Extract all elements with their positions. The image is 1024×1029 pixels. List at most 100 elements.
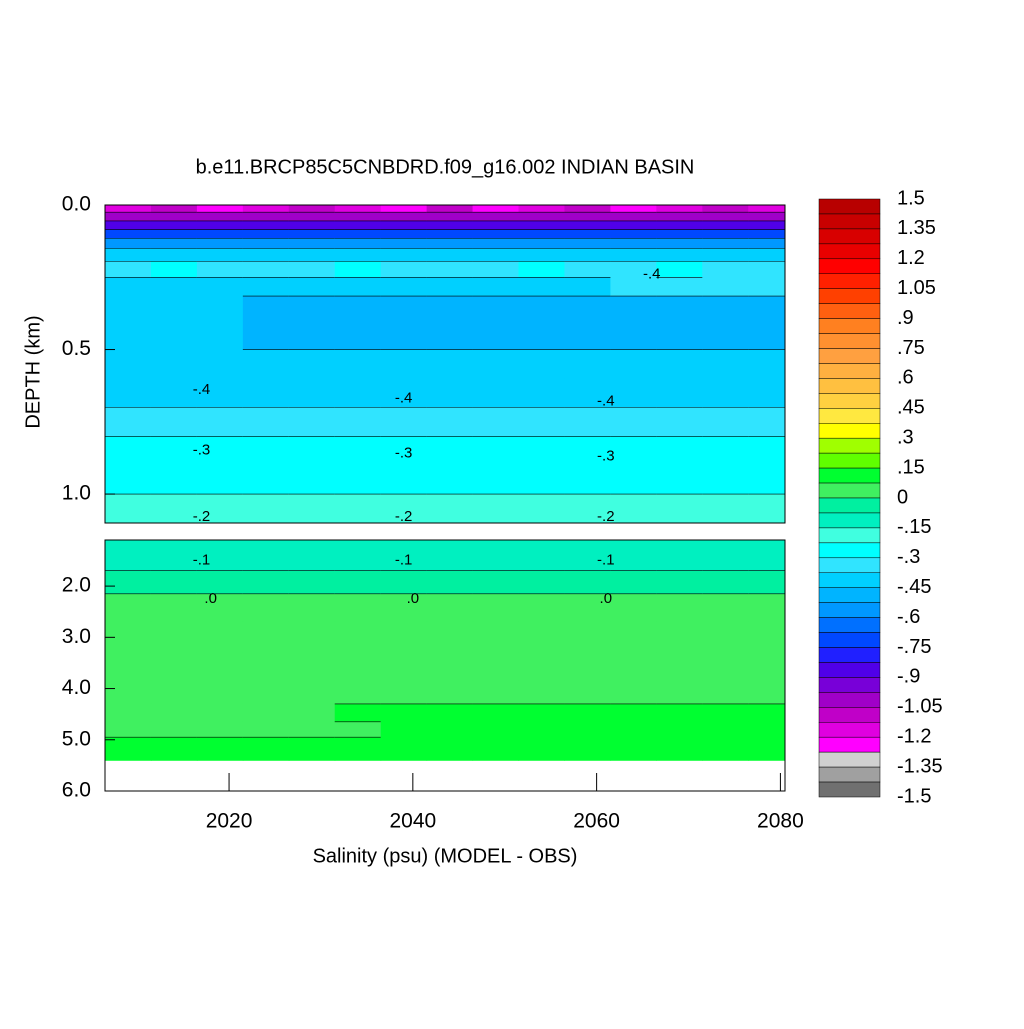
contour-cell — [656, 680, 703, 705]
colorbar-label: .9 — [897, 307, 914, 329]
colorbar-label: -1.2 — [897, 725, 931, 747]
contour-cell — [564, 320, 611, 351]
x-axis-label: Salinity (psu) (MODEL - OBS) — [313, 845, 578, 867]
colorbar-box — [818, 781, 881, 798]
contour-cell — [656, 436, 703, 466]
contour-cell — [380, 277, 428, 297]
contour-cell — [748, 652, 786, 682]
contour-cell — [288, 220, 336, 231]
contour-cell — [472, 212, 520, 222]
contour-cell — [105, 436, 152, 466]
contour-cell — [334, 494, 382, 524]
contour-cell — [380, 220, 428, 231]
colorbar-label: -.3 — [897, 546, 920, 568]
colorbar-box — [818, 452, 881, 469]
contour-cell — [564, 593, 611, 623]
contour-cell — [656, 296, 703, 322]
contour-cell — [334, 680, 382, 705]
contour-cell — [380, 296, 428, 322]
contour-cell — [656, 407, 703, 437]
contour-cell — [472, 296, 520, 322]
contour-cell — [518, 261, 565, 278]
contour-cell — [656, 238, 703, 249]
contour-cell — [702, 621, 749, 654]
contour-cell — [656, 378, 703, 408]
contour-cell — [656, 349, 703, 379]
contour-cell — [748, 320, 786, 351]
contour-cell — [656, 205, 703, 213]
contour-cell — [288, 212, 336, 222]
contour-cell — [242, 349, 290, 379]
contour-cell — [242, 750, 290, 761]
contour-cell — [105, 494, 152, 524]
contour-cell — [702, 229, 749, 239]
contour-cell — [105, 229, 152, 239]
contour-cell — [242, 277, 290, 297]
contour-label: -.2 — [597, 508, 615, 525]
contour-cell — [426, 593, 474, 623]
panel-frame — [104, 204, 786, 524]
contour-cell — [105, 570, 152, 595]
contour-cell — [334, 277, 382, 297]
contour-cell — [380, 349, 428, 379]
contour-label: -.3 — [597, 447, 615, 464]
contour-cell — [288, 750, 336, 761]
contour-cell — [380, 378, 428, 408]
contour-cell — [610, 680, 657, 705]
contour-cell — [105, 220, 152, 231]
contour-cell — [334, 238, 382, 249]
contour-cell — [518, 320, 565, 351]
contour-cell — [426, 750, 474, 761]
contour-cell — [288, 320, 336, 351]
contour-cell — [105, 212, 152, 222]
contour-cell — [472, 436, 520, 466]
contour-cell — [196, 621, 244, 654]
contour-cell — [196, 552, 244, 572]
contour-cell — [105, 320, 152, 351]
contour-cell — [196, 229, 244, 239]
contour-cell — [196, 220, 244, 231]
contour-cell — [610, 238, 657, 249]
contour-cell — [472, 494, 520, 524]
contour-cell — [748, 277, 786, 297]
contour-cell — [150, 721, 198, 738]
contour-cell — [472, 680, 520, 705]
contour-cell — [656, 494, 703, 524]
contour-cell — [748, 737, 786, 751]
contour-label: .0 — [204, 590, 217, 607]
contour-cell — [702, 212, 749, 222]
contour-cell — [334, 703, 382, 723]
colorbar-label: -.6 — [897, 606, 920, 628]
contour-cell — [150, 436, 198, 466]
contour-cell — [518, 721, 565, 738]
contour-label: .0 — [407, 590, 420, 607]
colorbar-box — [818, 722, 881, 738]
colorbar-box — [818, 467, 881, 484]
contour-cell — [748, 229, 786, 239]
contour-cell — [334, 737, 382, 751]
contour-cell — [518, 552, 565, 572]
contour-cell — [380, 238, 428, 249]
contour-cell — [380, 680, 428, 705]
contour-cell — [380, 261, 428, 278]
contour-cell — [748, 349, 786, 379]
contour-cell — [196, 238, 244, 249]
contour-cell — [656, 248, 703, 262]
contour-cell — [150, 652, 198, 682]
contour-cell — [196, 436, 244, 466]
contour-cell — [656, 220, 703, 231]
contour-cell — [702, 703, 749, 723]
contour-cell — [380, 552, 428, 572]
contour-cell — [518, 621, 565, 654]
contour-cell — [288, 570, 336, 595]
contour-cell — [242, 220, 290, 231]
contour-cell — [656, 552, 703, 572]
contour-cell — [380, 540, 428, 554]
colorbar-box — [818, 363, 881, 379]
contour-cell — [702, 248, 749, 262]
contour-cell — [564, 205, 611, 213]
contour-cell — [748, 220, 786, 231]
contour-cell — [196, 750, 244, 761]
contour-cell — [748, 465, 786, 495]
contour-label: -.1 — [193, 551, 211, 568]
